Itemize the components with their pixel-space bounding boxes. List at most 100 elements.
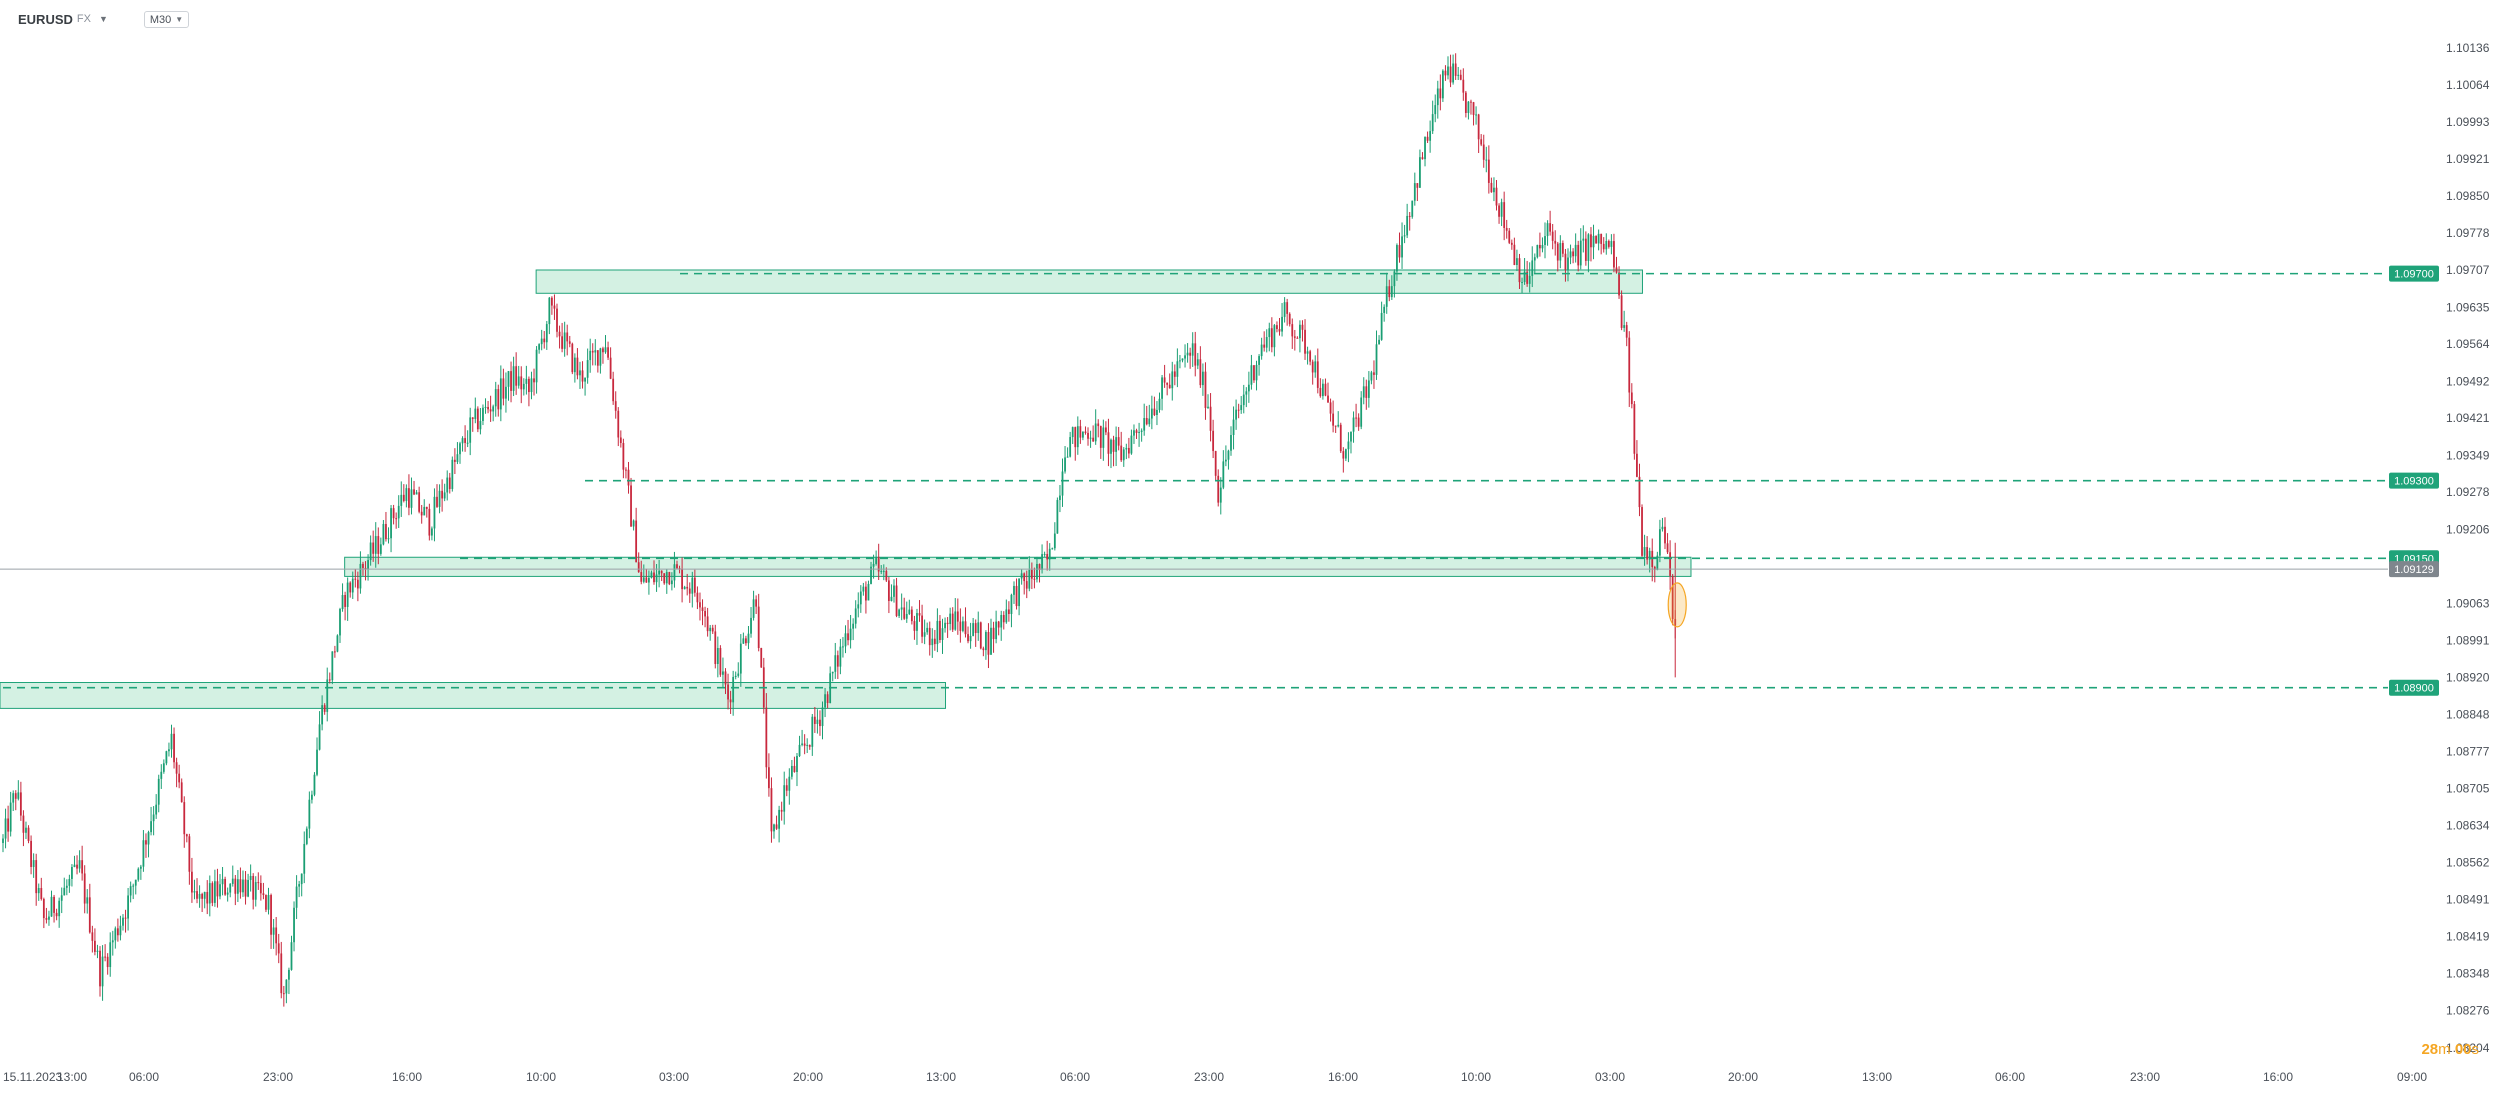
candle-body: [336, 635, 339, 652]
candle-body: [962, 621, 964, 631]
candle-body: [188, 836, 191, 872]
candle: [941, 618, 944, 654]
candle: [1306, 346, 1309, 365]
candle-body: [1013, 585, 1015, 595]
candle-body: [944, 622, 946, 629]
candle-body: [545, 324, 548, 343]
candle-body: [9, 802, 12, 832]
candle-body: [441, 490, 444, 499]
candle-body: [351, 578, 354, 593]
candle-body: [1653, 567, 1656, 570]
time-tick-label: 15.11.2023: [3, 1070, 62, 1084]
candle-body: [992, 627, 995, 640]
candle-body: [1071, 427, 1074, 438]
candle: [1099, 425, 1102, 459]
candle: [142, 830, 145, 872]
candle-body: [428, 508, 431, 536]
candle-body: [528, 378, 530, 393]
candle: [882, 564, 885, 581]
timeframe-selector[interactable]: M30 ▼: [143, 10, 190, 28]
candle: [1140, 428, 1143, 442]
candle-body: [1140, 430, 1143, 432]
candle-body: [1156, 409, 1158, 416]
candle-body: [1625, 325, 1628, 338]
candle: [1539, 232, 1541, 257]
candle: [747, 625, 750, 650]
candle-body: [168, 749, 170, 752]
candle: [441, 479, 444, 512]
candle-body: [1431, 114, 1434, 132]
time-tick-label: 13:00: [1862, 1070, 1892, 1084]
candle-body: [793, 765, 796, 773]
candle: [1270, 317, 1273, 353]
candle-body: [1375, 344, 1378, 375]
candle: [27, 825, 30, 844]
candle-body: [1531, 260, 1534, 276]
candle: [1671, 573, 1674, 626]
candle-body: [443, 492, 446, 499]
candle: [900, 593, 903, 621]
candle: [1480, 134, 1483, 147]
candle: [175, 757, 178, 788]
candle-body: [773, 824, 775, 832]
candle: [446, 470, 449, 501]
candle-body: [1421, 157, 1424, 160]
candle-body: [397, 505, 400, 519]
candle-body: [405, 488, 408, 501]
candle-body: [1270, 328, 1273, 348]
candle-body: [487, 406, 489, 410]
candle-body: [14, 793, 17, 799]
candle: [1615, 256, 1618, 274]
candle: [45, 907, 48, 924]
candle-body: [512, 366, 515, 391]
candle: [1329, 398, 1332, 422]
candle: [1623, 310, 1626, 332]
candle: [890, 584, 893, 602]
time-tick-label: 10:00: [1461, 1070, 1491, 1084]
candle: [1179, 354, 1181, 369]
candle: [1145, 405, 1148, 426]
candle-body: [706, 616, 709, 632]
candle-body: [1240, 405, 1243, 411]
symbol-dropdown-icon[interactable]: ▼: [98, 14, 108, 24]
candle: [1628, 331, 1631, 407]
candle: [1503, 191, 1506, 241]
candle: [382, 520, 385, 546]
candle: [1104, 421, 1107, 436]
candle: [1209, 393, 1212, 442]
symbol-name[interactable]: EURUSD: [18, 11, 73, 27]
candle-body: [1549, 223, 1552, 232]
candle: [76, 855, 78, 875]
candle: [739, 634, 742, 687]
candle: [216, 868, 219, 908]
candle-body: [1010, 594, 1013, 614]
candle-body: [239, 879, 242, 893]
candle-body: [242, 879, 244, 893]
candle: [377, 527, 380, 565]
candle: [1344, 448, 1347, 462]
candle: [1495, 180, 1498, 211]
candle-body: [349, 582, 352, 593]
candle: [1176, 348, 1179, 388]
candle: [137, 867, 140, 882]
candle-body: [127, 895, 129, 919]
candle-body: [1265, 337, 1268, 348]
candle-body: [1209, 406, 1212, 431]
candle-body: [969, 635, 972, 642]
candle: [1046, 540, 1049, 571]
candle-body: [813, 716, 816, 724]
candle-body: [877, 556, 880, 572]
candle-body: [658, 570, 661, 575]
candle: [1115, 426, 1118, 466]
candle: [1459, 69, 1462, 81]
candle-body: [972, 623, 975, 636]
candle-body: [494, 389, 497, 407]
candle: [750, 607, 752, 638]
candle: [333, 645, 336, 658]
candle: [1365, 379, 1368, 410]
candle-body: [231, 878, 234, 884]
candle: [732, 670, 735, 716]
price-axis[interactable]: 1.10136 1.10064 1.09993 1.09921 1.09850 1.097…: [2446, 41, 2490, 1055]
